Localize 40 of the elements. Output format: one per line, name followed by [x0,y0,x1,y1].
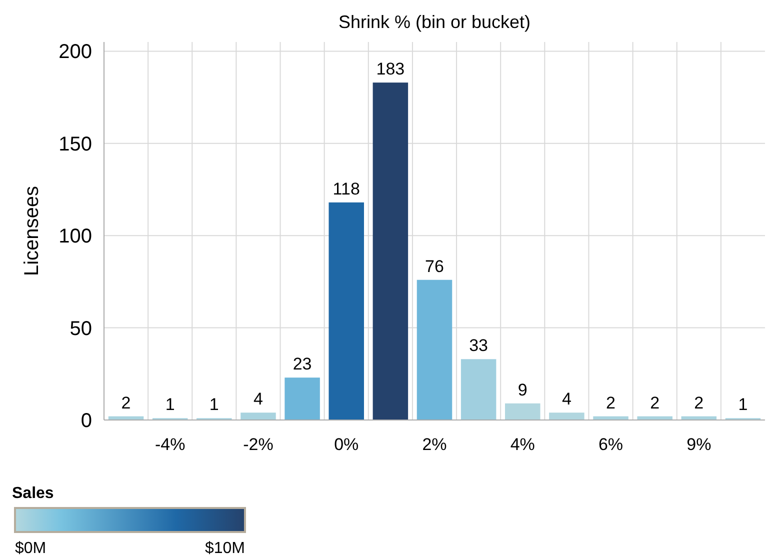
color-bar-label: $0M [15,540,46,557]
data-label: 33 [469,336,488,356]
y-tick-label: 50 [70,318,92,340]
bar [284,378,320,420]
data-label: 4 [562,390,572,409]
data-label: 2 [694,393,704,412]
y-axis-title: Licensees [21,186,43,276]
data-label: 2 [121,393,131,412]
color-bar-title: Sales [12,485,54,502]
x-tick-label: 6% [598,434,624,454]
color-bar-label: $10M [204,540,245,557]
data-label: 4 [254,390,263,409]
x-tick-label: 4% [510,434,535,454]
data-label: 2 [606,393,616,412]
data-label: 1 [209,395,219,414]
x-axis-title: Shrink % (bin or bucket) [338,12,531,32]
bar [549,412,584,420]
data-label: 2 [650,393,660,412]
bar [372,82,408,420]
x-tick-label: -2% [243,434,274,454]
data-label: 76 [425,256,444,276]
bar [416,280,452,420]
x-tick-label: -4% [154,434,186,454]
data-label: 183 [376,60,405,79]
y-tick-label: 0 [80,410,92,432]
data-label: 118 [332,179,360,198]
bar [460,359,496,420]
y-tick-label: 100 [58,226,92,248]
data-label: 9 [518,380,528,400]
data-label: 23 [292,354,312,374]
y-tick-label: 200 [58,41,92,64]
data-label: 1 [738,395,748,414]
x-tick-label: 9% [686,434,712,454]
bar [240,412,276,420]
x-tick-label: 0% [334,434,359,454]
data-label: 1 [165,395,175,414]
x-tick-label: 2% [422,434,447,454]
y-tick-label: 150 [58,133,92,156]
bar [328,202,364,420]
bar [505,403,540,420]
